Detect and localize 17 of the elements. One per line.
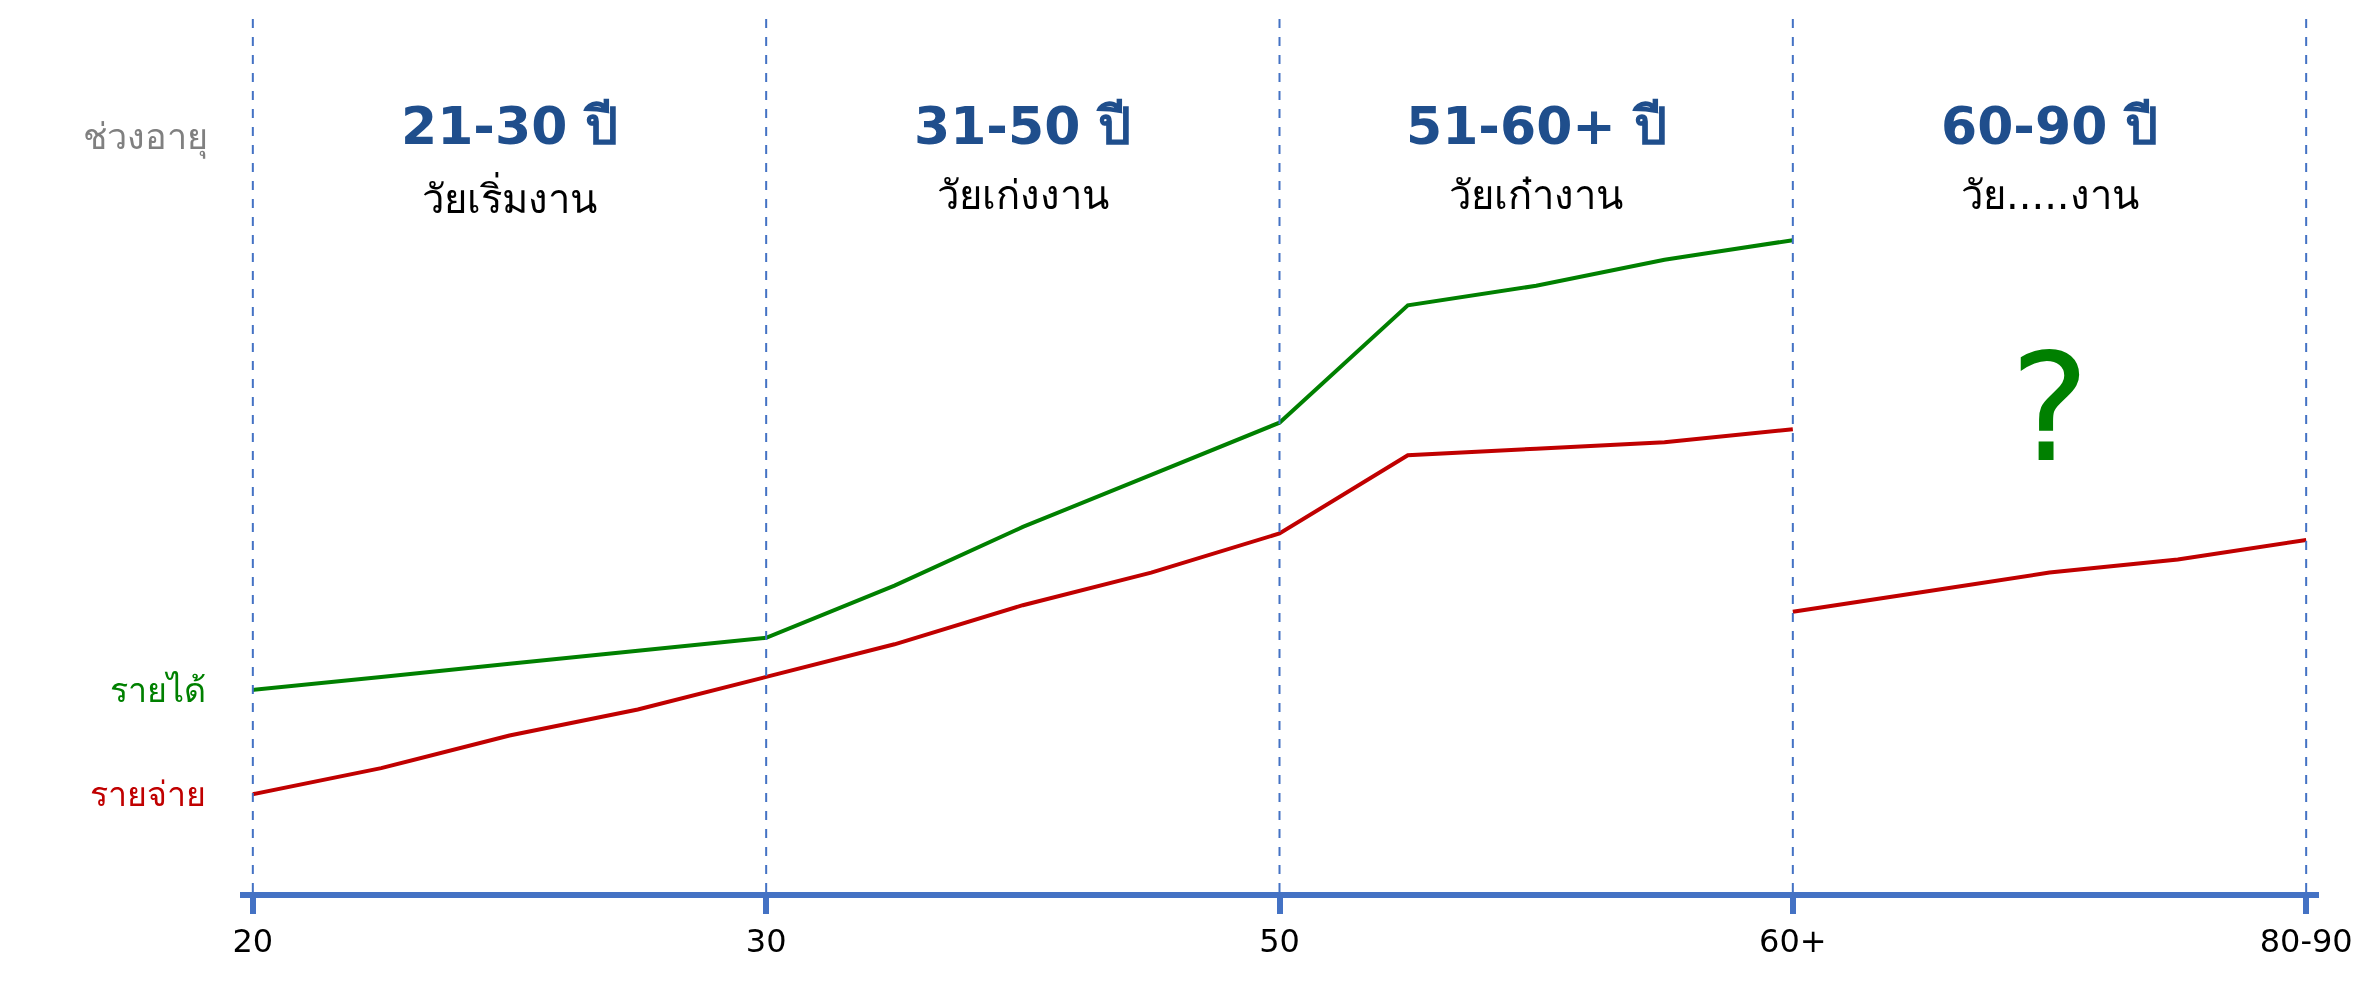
text: ช่วงอายุ: [83, 116, 208, 159]
text: 51-60+ ปี: [1406, 96, 1667, 156]
text: 60-90 ปี: [1941, 96, 2159, 156]
x-tick-label: 50: [1259, 922, 1300, 961]
text: 21-30 ปี: [401, 96, 619, 156]
x-tick-label: 20: [232, 922, 274, 961]
text: วัย.....งาน: [1961, 172, 2139, 218]
text: วัยเก่งงาน: [937, 172, 1109, 218]
x-tick-label: 30: [745, 922, 787, 961]
text: 31-50 ปี: [914, 96, 1132, 156]
x-tick-label: 60+: [1759, 922, 1827, 961]
series-label: รายจ่าย: [90, 774, 206, 814]
annotation: ?: [2010, 321, 2090, 495]
text: วัยเริ่มงาน: [422, 172, 597, 222]
text: วัยเก๋างาน: [1449, 172, 1623, 218]
x-tick-label: 80-90: [2259, 922, 2353, 961]
series-label: รายได้: [110, 670, 206, 710]
